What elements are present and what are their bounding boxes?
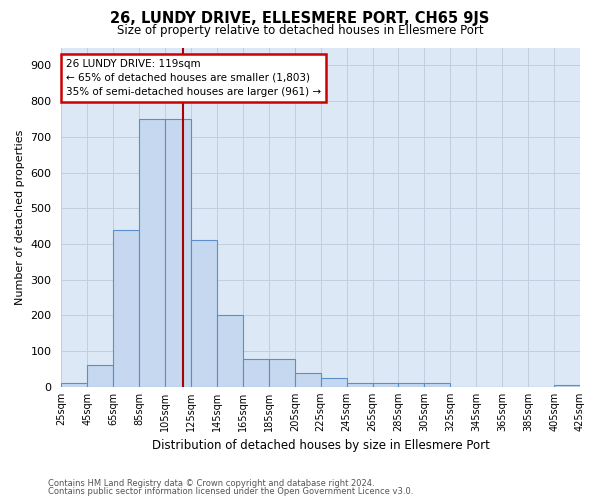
Bar — [165, 119, 191, 387]
Bar — [373, 382, 398, 387]
Bar — [139, 119, 165, 387]
Bar — [321, 378, 347, 387]
Bar — [243, 359, 269, 387]
Bar — [347, 382, 373, 387]
Bar — [554, 385, 580, 387]
Bar — [113, 230, 139, 387]
Bar — [398, 382, 424, 387]
Text: Contains HM Land Registry data © Crown copyright and database right 2024.: Contains HM Land Registry data © Crown c… — [48, 478, 374, 488]
Bar — [191, 240, 217, 387]
Bar — [217, 316, 243, 387]
Bar — [269, 359, 295, 387]
Text: Size of property relative to detached houses in Ellesmere Port: Size of property relative to detached ho… — [116, 24, 484, 37]
Text: 26, LUNDY DRIVE, ELLESMERE PORT, CH65 9JS: 26, LUNDY DRIVE, ELLESMERE PORT, CH65 9J… — [110, 11, 490, 26]
Text: 26 LUNDY DRIVE: 119sqm
← 65% of detached houses are smaller (1,803)
35% of semi-: 26 LUNDY DRIVE: 119sqm ← 65% of detached… — [66, 59, 321, 97]
Y-axis label: Number of detached properties: Number of detached properties — [15, 130, 25, 305]
X-axis label: Distribution of detached houses by size in Ellesmere Port: Distribution of detached houses by size … — [152, 440, 490, 452]
Bar — [424, 383, 451, 387]
Text: Contains public sector information licensed under the Open Government Licence v3: Contains public sector information licen… — [48, 487, 413, 496]
Bar — [295, 372, 321, 387]
Bar — [61, 383, 88, 387]
Bar — [88, 366, 113, 387]
